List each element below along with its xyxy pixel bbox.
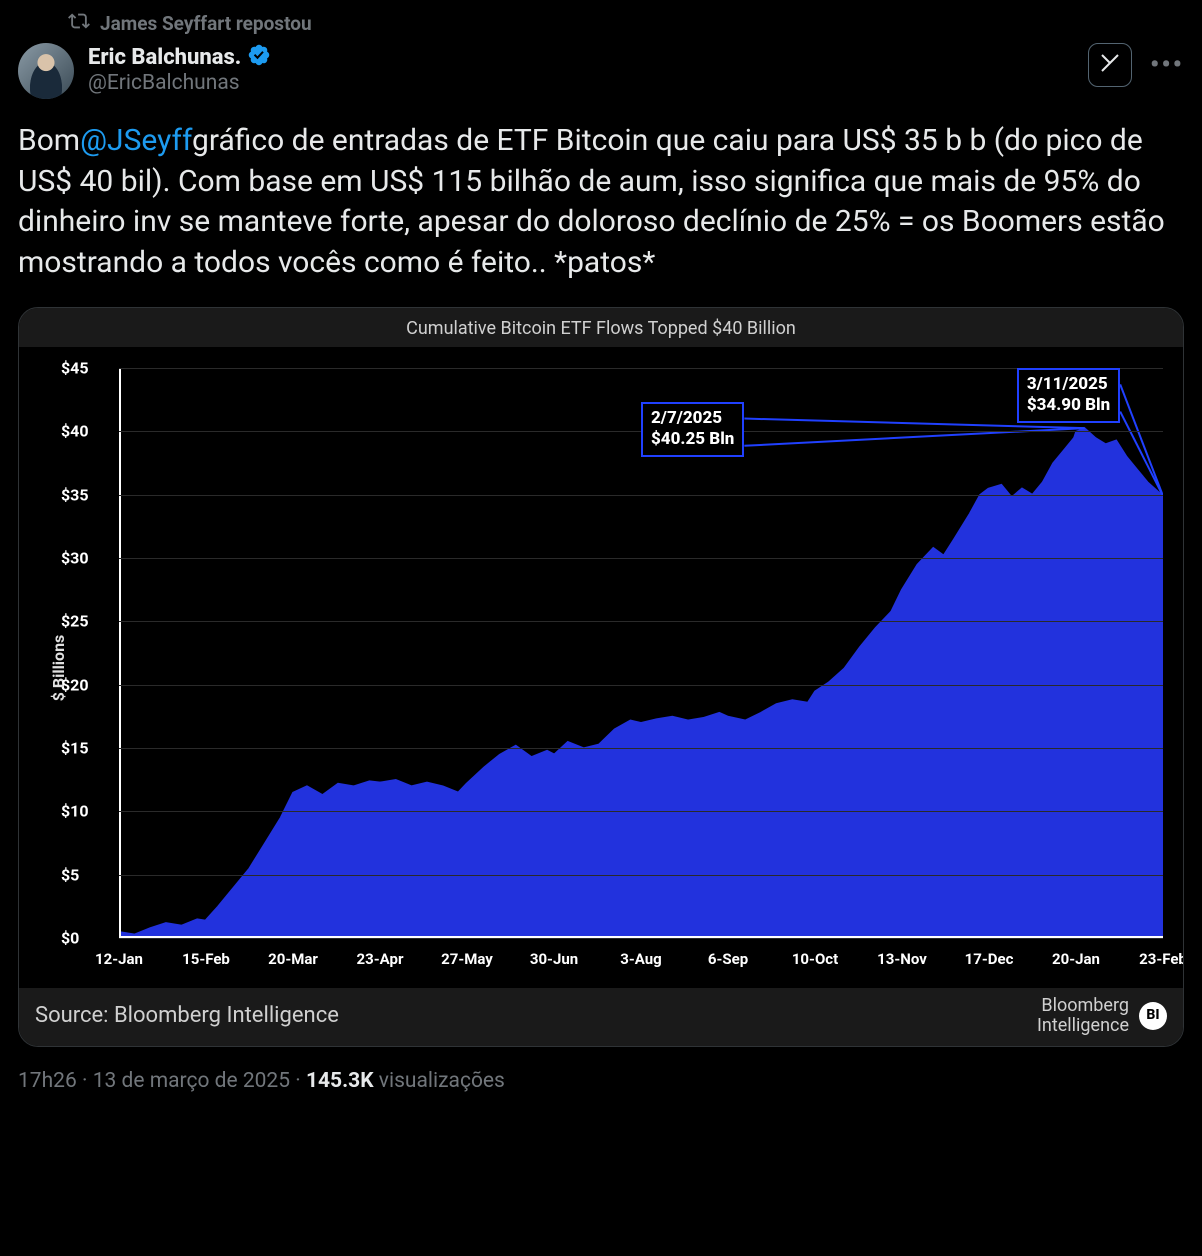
more-button[interactable]: •••	[1150, 50, 1184, 80]
y-tick-label: $5	[61, 865, 79, 884]
chart-callout: 2/7/2025$40.25 Bln	[641, 402, 744, 457]
chart-plot-area: $0$5$10$15$20$25$30$35$40$4512-Jan15-Feb…	[119, 368, 1163, 938]
views-count: 145.3K	[306, 1069, 374, 1093]
y-tick-label: $15	[61, 739, 89, 758]
tweet-text: Bom@JSeyffgráfico de entradas de ETF Bit…	[18, 121, 1184, 283]
repost-icon	[68, 10, 90, 37]
repost-row: James Seyffart repostou	[68, 10, 1184, 37]
x-tick-label: 17-Dec	[965, 950, 1014, 968]
tweet-date[interactable]: 13 de março de 2025	[93, 1069, 290, 1093]
y-tick-label: $10	[61, 802, 89, 821]
x-tick-label: 3-Aug	[620, 950, 661, 968]
y-tick-label: $35	[61, 485, 89, 504]
chart-footer: Source: Bloomberg Intelligence Bloomberg…	[19, 988, 1183, 1046]
y-tick-label: $40	[61, 422, 89, 441]
y-gridline	[119, 875, 1163, 876]
chart-brand: Bloomberg Intelligence BI	[1037, 996, 1167, 1036]
chart-callout: 3/11/2025$34.90 Bln	[1017, 368, 1120, 423]
y-tick-label: $30	[61, 549, 89, 568]
handle[interactable]: @EricBalchunas	[88, 71, 1074, 95]
y-axis-line	[119, 368, 121, 938]
x-tick-label: 10-Oct	[792, 950, 838, 968]
verified-badge-icon	[247, 43, 271, 71]
area-series	[119, 428, 1163, 938]
display-name[interactable]: Eric Balchunas.	[88, 45, 241, 70]
y-gridline	[119, 685, 1163, 686]
x-tick-label: 15-Feb	[182, 950, 230, 968]
x-tick-label: 30-Jun	[530, 950, 578, 968]
ellipsis-icon: •••	[1150, 50, 1184, 80]
y-tick-label: $20	[61, 675, 89, 694]
y-gridline	[119, 368, 1163, 369]
grok-icon	[1098, 51, 1122, 79]
tweet-text-prefix: Bom	[18, 123, 80, 158]
chart-source: Source: Bloomberg Intelligence	[35, 1003, 339, 1028]
grok-button[interactable]	[1088, 43, 1132, 87]
mention-link[interactable]: @JSeyff	[80, 123, 192, 158]
avatar[interactable]	[18, 43, 74, 99]
y-gridline	[119, 495, 1163, 496]
x-tick-label: 12-Jan	[95, 950, 143, 968]
x-tick-label: 20-Jan	[1052, 950, 1100, 968]
tweet-time[interactable]: 17h26	[18, 1069, 77, 1093]
x-tick-label: 20-Mar	[268, 950, 318, 968]
brand-badge: BI	[1139, 1002, 1167, 1030]
x-tick-label: 13-Nov	[877, 950, 927, 968]
y-gridline	[119, 558, 1163, 559]
y-tick-label: $0	[61, 929, 79, 948]
views-label: visualizações	[374, 1069, 505, 1093]
y-tick-label: $45	[61, 359, 89, 378]
x-tick-label: 27-May	[441, 950, 493, 968]
chart-card[interactable]: Cumulative Bitcoin ETF Flows Topped $40 …	[18, 307, 1184, 1047]
brand-line1: Bloomberg	[1037, 996, 1129, 1016]
y-tick-label: $25	[61, 612, 89, 631]
tweet-meta: 17h26 · 13 de março de 2025 · 145.3K vis…	[18, 1069, 1184, 1093]
repost-text: James Seyffart repostou	[100, 12, 312, 35]
y-gridline	[119, 938, 1163, 939]
chart-title: Cumulative Bitcoin ETF Flows Topped $40 …	[19, 308, 1183, 348]
x-tick-label: 23-Feb	[1139, 950, 1184, 968]
x-tick-label: 23-Apr	[357, 950, 404, 968]
y-gridline	[119, 748, 1163, 749]
x-tick-label: 6-Sep	[708, 950, 748, 968]
tweet-header: Eric Balchunas. @EricBalchunas •••	[18, 43, 1184, 99]
chart-body: $ Billions $0$5$10$15$20$25$30$35$40$451…	[19, 348, 1183, 988]
y-gridline	[119, 811, 1163, 812]
y-gridline	[119, 621, 1163, 622]
brand-line2: Intelligence	[1037, 1016, 1129, 1036]
